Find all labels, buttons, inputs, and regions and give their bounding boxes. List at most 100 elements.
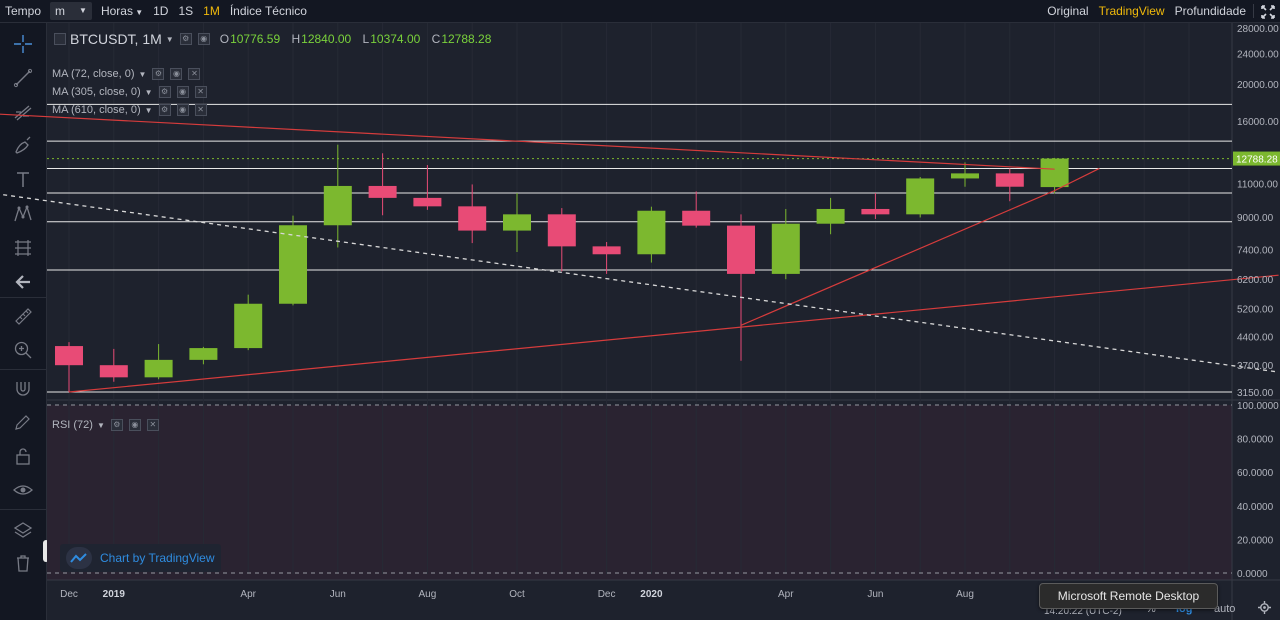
pattern-tool[interactable] — [10, 201, 36, 227]
zoom-tool[interactable] — [10, 337, 36, 363]
indicator-label[interactable]: MA (72, close, 0) — [52, 68, 135, 80]
hide-icon[interactable]: ◉ — [170, 68, 183, 80]
price-tick-label: 3150.00 — [1237, 388, 1274, 399]
price-axis — [1232, 23, 1280, 580]
price-tick-label: 24000.00 — [1237, 50, 1279, 61]
interval-hours-select[interactable]: Horas ▼ — [96, 0, 148, 22]
hide-icon[interactable]: ◉ — [176, 104, 189, 116]
auto-toggle[interactable]: auto — [1214, 603, 1236, 615]
fib-tool[interactable] — [10, 99, 36, 125]
crosshair-tool[interactable] — [10, 31, 36, 57]
dashed-trend-line — [0, 193, 1279, 373]
price-tick-label: 7400.00 — [1237, 246, 1274, 257]
settings-icon[interactable]: ⚙ — [110, 419, 123, 431]
candle-body — [189, 348, 218, 360]
hide-icon[interactable]: ◉ — [128, 419, 141, 431]
watermark-text: Chart by TradingView — [100, 551, 215, 565]
back-button[interactable] — [10, 269, 36, 295]
chevron-down-icon[interactable]: ▼ — [144, 87, 153, 97]
close-label: C — [431, 32, 441, 46]
price-tick-label: 16000.00 — [1237, 117, 1279, 128]
divider — [0, 297, 46, 298]
view-depth-tab[interactable]: Profundidade — [1174, 4, 1246, 18]
brush-tool[interactable] — [10, 133, 36, 159]
low-label: L — [362, 32, 370, 46]
price-tick-label: 4400.00 — [1237, 332, 1274, 343]
legend-square-icon — [54, 33, 66, 45]
technical-indicator-button[interactable]: Índice Técnico — [229, 4, 307, 18]
pencil-lock-icon — [15, 415, 30, 430]
chevron-down-icon: ▼ — [132, 8, 144, 17]
interval-1s-button[interactable]: 1S — [178, 4, 194, 18]
close-icon[interactable]: ✕ — [194, 86, 207, 98]
interval-1d-button[interactable]: 1D — [153, 4, 169, 18]
visibility-tool[interactable] — [10, 477, 36, 503]
chevron-down-icon[interactable]: ▼ — [96, 420, 105, 430]
remove-drawings-tool[interactable] — [10, 550, 36, 576]
settings-icon[interactable]: ⚙ — [158, 104, 171, 116]
settings-icon[interactable]: ⚙ — [179, 33, 192, 45]
chevron-down-icon[interactable]: ▼ — [165, 34, 174, 44]
price-tick-label: 6200.00 — [1237, 275, 1274, 286]
interval-minutes-value: m — [55, 4, 66, 18]
price-tick-label: 9000.00 — [1237, 213, 1274, 224]
tradingview-watermark[interactable]: Chart by TradingView — [60, 544, 221, 572]
candle-body — [413, 197, 442, 207]
candle-body — [279, 225, 307, 304]
price-tick-label: 28000.00 — [1237, 24, 1279, 35]
view-tradingview-tab[interactable]: TradingView — [1098, 4, 1165, 18]
candle-body — [995, 173, 1024, 187]
drawing-toolbar — [0, 23, 47, 620]
close-icon[interactable]: ✕ — [146, 419, 159, 431]
divider — [1253, 4, 1254, 18]
measure-tool[interactable] — [10, 303, 36, 329]
time-tick-label: Aug — [419, 589, 437, 600]
stay-drawing-tool[interactable] — [10, 409, 36, 435]
hide-icon[interactable]: ◉ — [176, 86, 189, 98]
chart-settings-button[interactable] — [1258, 601, 1271, 617]
indicator-ma-72: MA (72, close, 0) ▼ ⚙ ◉ ✕ — [52, 68, 201, 80]
rsi-label[interactable]: RSI (72) — [52, 419, 93, 431]
indicator-label[interactable]: MA (305, close, 0) — [52, 86, 141, 98]
tempo-label: Tempo — [5, 4, 42, 18]
close-icon[interactable]: ✕ — [188, 68, 201, 80]
prediction-tool[interactable] — [10, 235, 36, 261]
time-tick-label: Dec — [598, 589, 616, 600]
price-tick-label: 3700.00 — [1237, 361, 1274, 372]
indicator-label[interactable]: MA (610, close, 0) — [52, 104, 141, 116]
time-tick-label: Oct — [509, 589, 525, 600]
settings-icon[interactable]: ⚙ — [158, 86, 171, 98]
view-original-tab[interactable]: Original — [1047, 4, 1089, 18]
settings-icon[interactable]: ⚙ — [152, 68, 165, 80]
magnet-tool[interactable] — [10, 375, 36, 401]
fullscreen-button[interactable] — [1256, 0, 1280, 22]
close-icon[interactable]: ✕ — [194, 104, 207, 116]
trend-line — [0, 113, 1055, 170]
interval-minutes-select[interactable]: m ▼ — [50, 2, 92, 20]
object-tree-tool[interactable] — [10, 517, 36, 543]
symbol-label[interactable]: BTCUSDT, 1M — [70, 31, 162, 47]
price-tick-label: 20000.00 — [1237, 80, 1279, 91]
trend-line-tool[interactable] — [10, 65, 36, 91]
rsi-tick-label: 100.0000 — [1237, 401, 1279, 412]
candle-body — [99, 365, 128, 378]
view-switcher: Original TradingView Profundidade — [1042, 0, 1280, 22]
rsi-tick-label: 0.0000 — [1237, 569, 1268, 580]
hide-icon[interactable]: ◉ — [197, 33, 210, 45]
symbol-legend: BTCUSDT, 1M ▼ ⚙ ◉ O10776.59 H12840.00 L10… — [52, 31, 499, 47]
trend-line — [740, 190, 1055, 326]
lock-tool[interactable] — [10, 443, 36, 469]
chevron-down-icon[interactable]: ▼ — [144, 105, 153, 115]
fullscreen-icon — [1261, 5, 1275, 19]
text-tool[interactable] — [10, 167, 36, 193]
ohlc-values: O10776.59 H12840.00 L10374.00 C12788.28 — [220, 32, 500, 46]
candle-body — [727, 225, 755, 274]
candle-body — [951, 173, 979, 179]
toolbar-scroll-handle[interactable] — [43, 540, 49, 562]
chevron-down-icon[interactable]: ▼ — [138, 69, 147, 79]
percent-toggle[interactable]: % — [1146, 603, 1156, 615]
candle-body — [323, 185, 352, 226]
interval-1m-button[interactable]: 1M — [203, 4, 220, 18]
interval-hours-value: Horas — [100, 4, 133, 18]
